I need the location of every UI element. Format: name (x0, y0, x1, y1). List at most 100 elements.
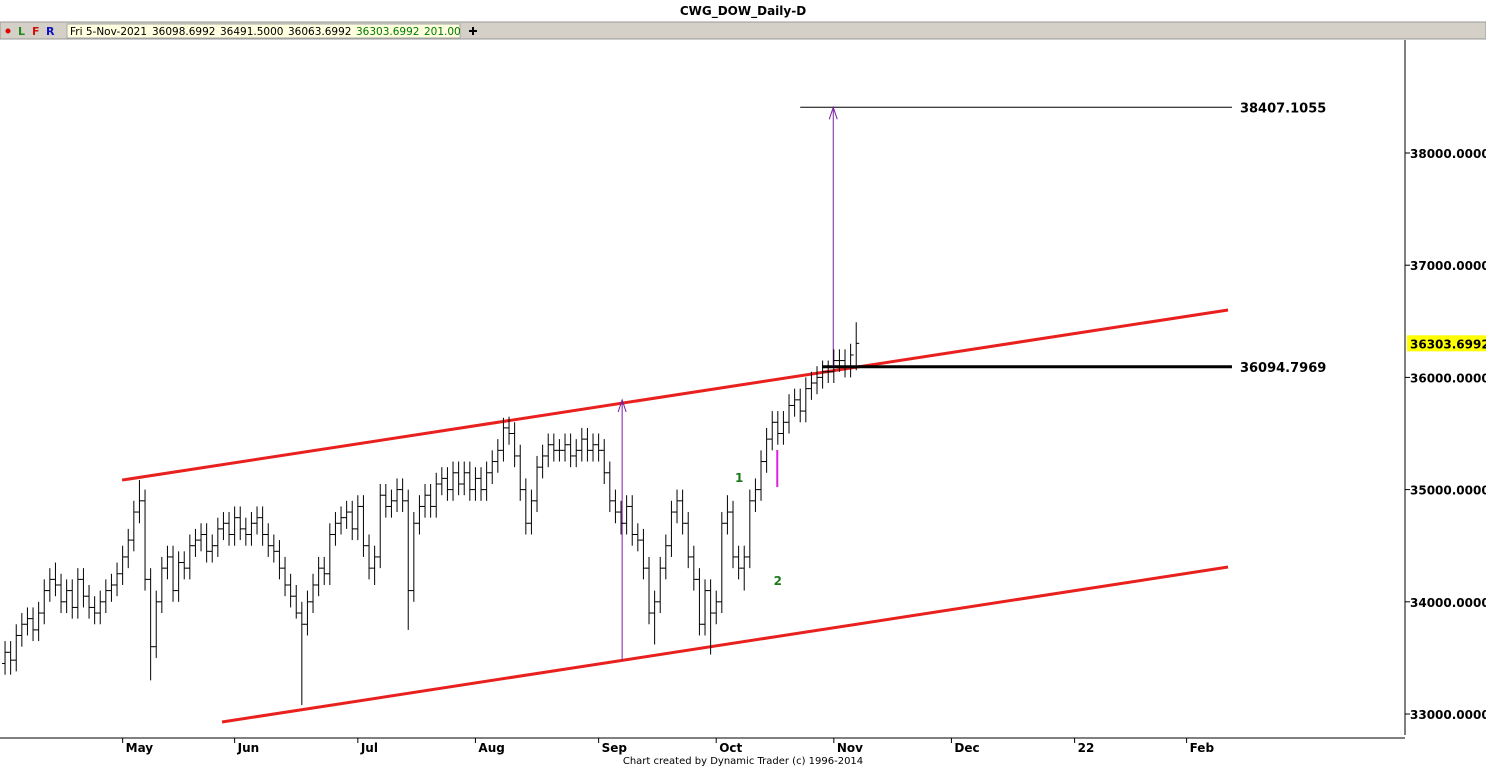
y-tick-label: 34000.0000 (1410, 596, 1486, 610)
ohlc-bar (226, 512, 233, 546)
ohlc-bar (310, 573, 317, 614)
ohlc-bar (623, 495, 630, 535)
toolbar-button[interactable]: R (46, 25, 55, 38)
ohlc-bar (388, 489, 395, 518)
wave-label: 1 (735, 471, 743, 485)
ohlc-bar (58, 573, 65, 614)
footer: Chart created by Dynamic Trader (c) 1996… (623, 756, 863, 767)
ohlc-bar (433, 472, 440, 518)
ohlc-bar (259, 506, 266, 546)
ohlc-bar (808, 371, 815, 400)
ohlc-bar (175, 551, 182, 602)
ohlc-bar (679, 489, 686, 535)
arrow-head (828, 105, 838, 120)
ohlc-bar (136, 480, 143, 524)
info-field: 36098.6992 (152, 26, 215, 38)
ohlc-bar (86, 584, 93, 619)
toolbar-button[interactable]: F (32, 25, 40, 38)
ohlc-bar (108, 573, 115, 602)
ohlc-bar (181, 551, 188, 580)
toolbar-dot[interactable] (5, 28, 11, 34)
ohlc-bar (847, 343, 854, 378)
info-field: 36303.6992 (356, 26, 419, 38)
ohlc-bar (461, 461, 468, 496)
ohlc-bar (382, 483, 389, 518)
ohlc-bar (595, 433, 602, 462)
ohlc-bar (287, 573, 294, 608)
info-field: Fri 5-Nov-2021 (70, 26, 147, 38)
ohlc-bar (13, 624, 20, 672)
ohlc-bar (466, 461, 473, 501)
ohlc-bar (444, 467, 451, 501)
ohlc-bar (791, 388, 798, 417)
x-tick-label: Feb (1190, 741, 1215, 755)
ohlc-bar (606, 461, 613, 513)
ohlc-bar (326, 523, 333, 585)
ohlc-bar (304, 590, 311, 636)
ohlc-bar (718, 512, 725, 614)
ohlc-bar (763, 427, 770, 473)
info-bar (66, 23, 461, 39)
ohlc-bar (332, 512, 339, 546)
ohlc-bar (209, 534, 216, 563)
ohlc-bar (601, 439, 608, 484)
ohlc-bar (724, 495, 731, 535)
ohlc-bar (360, 495, 367, 557)
ohlc-bar (786, 394, 793, 434)
ohlc-bar (293, 584, 300, 619)
ohlc-bar (315, 556, 322, 597)
ohlc-bar (52, 562, 59, 597)
ohlc-bar (130, 500, 137, 552)
ohlc-bar (265, 523, 272, 557)
ohlc-bar (774, 411, 781, 445)
ohlc-bar (562, 433, 569, 462)
ohlc-bar (830, 349, 837, 384)
ohlc-bar (254, 506, 261, 535)
ohlc-bar (634, 523, 641, 552)
ohlc-bar (696, 568, 703, 636)
ohlc-bar (366, 534, 373, 580)
toolbar-button[interactable]: L (18, 25, 25, 38)
level-label: 36094.7969 (1240, 361, 1326, 376)
arrow-head (617, 398, 627, 413)
x-tick-label: Aug (478, 741, 504, 755)
ohlc-bar (354, 495, 361, 541)
ohlc-bar (573, 439, 580, 468)
ohlc-bar (399, 478, 406, 513)
ohlc-bar (853, 322, 860, 371)
info-field: 36063.6992 (288, 26, 351, 38)
ohlc-bar (220, 512, 227, 541)
ohlc-bar (674, 489, 681, 524)
ohlc-bar (819, 360, 826, 389)
ohlc-bar (802, 377, 809, 423)
ohlc-bar (164, 545, 171, 580)
ohlc-bar (192, 528, 199, 557)
ohlc-bar (528, 489, 535, 535)
ohlc-bar (707, 579, 714, 655)
info-field: 36491.5000 (220, 26, 283, 38)
last-price-label: 36303.6992 (1410, 337, 1486, 351)
ohlc-bar (746, 489, 753, 569)
y-tick-label: 37000.0000 (1410, 259, 1486, 273)
ohlc-bar (231, 506, 238, 546)
ohlc-bar (343, 500, 350, 529)
ohlc-bar (455, 461, 462, 496)
ohlc-bar (114, 562, 121, 597)
ohlc-bar (651, 590, 658, 645)
ohlc-bar (142, 489, 149, 591)
ohlc-bar (494, 439, 501, 473)
ohlc-bar (377, 483, 384, 569)
ohlc-bar (590, 433, 597, 462)
ohlc-bar (578, 427, 585, 462)
ohlc-bar (741, 545, 748, 591)
ohlc-bar (170, 545, 177, 602)
ohlc-bar (102, 579, 109, 614)
ohlc-bar (119, 545, 126, 585)
x-tick-label: 22 (1078, 741, 1095, 755)
add-button[interactable] (469, 27, 477, 35)
ohlc-bar (550, 433, 557, 462)
ohlc-bar (522, 478, 529, 535)
x-tick-label: May (126, 741, 154, 755)
ohlc-bar (702, 579, 709, 636)
